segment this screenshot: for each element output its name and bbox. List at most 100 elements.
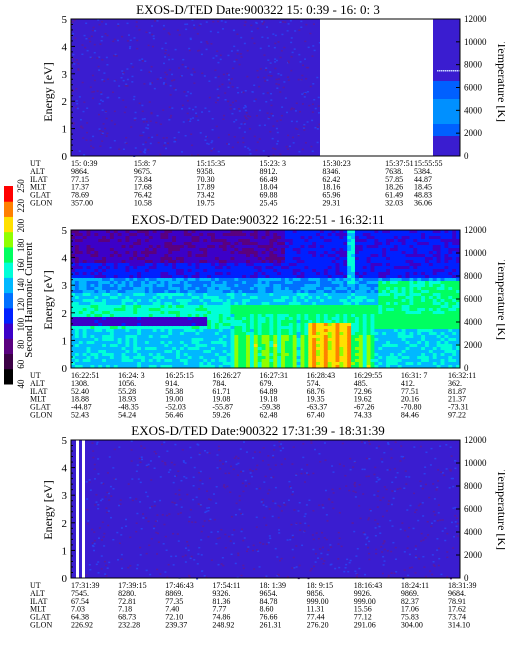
heatmap-cell (366, 356, 372, 360)
heatmap-cell (261, 251, 266, 255)
heatmap-cell (374, 269, 379, 273)
heatmap-cell (382, 272, 387, 276)
heatmap-cell (163, 144, 166, 147)
heatmap-cell (370, 311, 375, 315)
heatmap-cell (106, 305, 111, 309)
heatmap-cell (191, 266, 196, 270)
heatmap-cell (300, 326, 305, 330)
heatmap-cell (298, 150, 301, 153)
heatmap-cell (292, 242, 298, 246)
heatmap-cell (72, 32, 75, 35)
heatmap-cell (77, 62, 80, 65)
heatmap-cell (176, 341, 181, 345)
heatmap-cell (401, 239, 407, 243)
heatmap-cell (401, 353, 407, 357)
heatmap-cell (176, 335, 181, 339)
heatmap-cell (74, 344, 80, 348)
heatmap-cell (164, 83, 167, 86)
heatmap-cell (234, 350, 239, 354)
heatmap-cell (409, 317, 414, 321)
heatmap-cell (296, 329, 302, 333)
heatmap-cell (182, 121, 185, 123)
heatmap-cell (347, 290, 352, 294)
heatmap-cell (304, 299, 309, 303)
heatmap-cell (261, 356, 266, 360)
heatmap-cell (370, 269, 375, 273)
heatmap-cell (82, 290, 88, 294)
heatmap-cell (242, 338, 247, 342)
heatmap-cell (296, 356, 302, 360)
heatmap-cell (382, 311, 387, 315)
heatmap-cell (288, 320, 294, 324)
heatmap-cell (269, 266, 274, 270)
heatmap-cell (331, 233, 337, 237)
heatmap-cell (424, 230, 430, 234)
heatmap-cell (144, 350, 150, 354)
heatmap-cell (179, 284, 185, 288)
heatmap-cell (257, 326, 263, 330)
heatmap-cell (389, 266, 395, 270)
heatmap-cell (199, 293, 204, 297)
heatmap-cell (218, 323, 224, 327)
heatmap-cell (335, 269, 340, 273)
heatmap-cell (121, 314, 126, 318)
heatmap-cell (421, 245, 426, 249)
heatmap-cell (261, 296, 266, 300)
heatmap-cell (319, 320, 325, 324)
heatmap-cell (141, 104, 144, 107)
heatmap-cell (421, 260, 426, 264)
heatmap-cell (266, 112, 269, 114)
heatmap-cell (152, 299, 158, 303)
heatmap-cell (269, 296, 274, 300)
heatmap-cell (319, 278, 325, 282)
heatmap-cell (109, 272, 115, 276)
heatmap-cell (121, 293, 126, 297)
heatmap-cell (273, 359, 278, 363)
heatmap-cell (238, 63, 241, 66)
heatmap-cell (389, 332, 395, 336)
heatmap-cell (238, 302, 243, 306)
heatmap-cell (176, 332, 181, 336)
heatmap-cell (191, 230, 196, 234)
heatmap-cell (286, 111, 289, 114)
heatmap-cell (203, 281, 208, 285)
heatmap-cell (306, 121, 309, 123)
heatmap-cell (339, 296, 344, 300)
heatmap-cell (168, 233, 173, 237)
heatmap-cell (288, 296, 294, 300)
heatmap-cell (141, 251, 146, 255)
heatmap-cell (397, 269, 403, 273)
heatmap-cell (125, 136, 128, 139)
heatmap-cell (347, 311, 352, 315)
heatmap-cell (86, 275, 91, 279)
heatmap-cell (99, 129, 102, 132)
heatmap-cell (316, 254, 321, 258)
heatmap-cell (401, 287, 407, 291)
heatmap-cell (133, 248, 138, 252)
heatmap-cell (176, 29, 179, 32)
heatmap-cell (354, 242, 360, 246)
heatmap-cell (122, 71, 125, 74)
heatmap-cell (148, 230, 154, 234)
heatmap-cell (382, 344, 387, 348)
heatmap-cell (218, 299, 224, 303)
heatmap-cell (222, 260, 228, 264)
heatmap-cell (281, 275, 286, 279)
heatmap-cell (121, 230, 126, 234)
heatmap-cell (354, 356, 360, 360)
heatmap-cell (109, 302, 115, 306)
heatmap-cell (323, 251, 329, 255)
heatmap-cell (226, 311, 231, 315)
heatmap-cell (378, 317, 383, 321)
heatmap-cell (389, 356, 395, 360)
heatmap-cell (129, 332, 134, 336)
heatmap-cell (424, 314, 430, 318)
heatmap-cell (214, 365, 220, 369)
heatmap-cell (281, 293, 286, 297)
heatmap-cell (214, 245, 220, 249)
heatmap-cell (133, 260, 138, 264)
heatmap-cell (179, 341, 185, 345)
heatmap-cell (94, 278, 99, 282)
heatmap-cell (366, 323, 372, 327)
heatmap-cell (343, 365, 348, 369)
